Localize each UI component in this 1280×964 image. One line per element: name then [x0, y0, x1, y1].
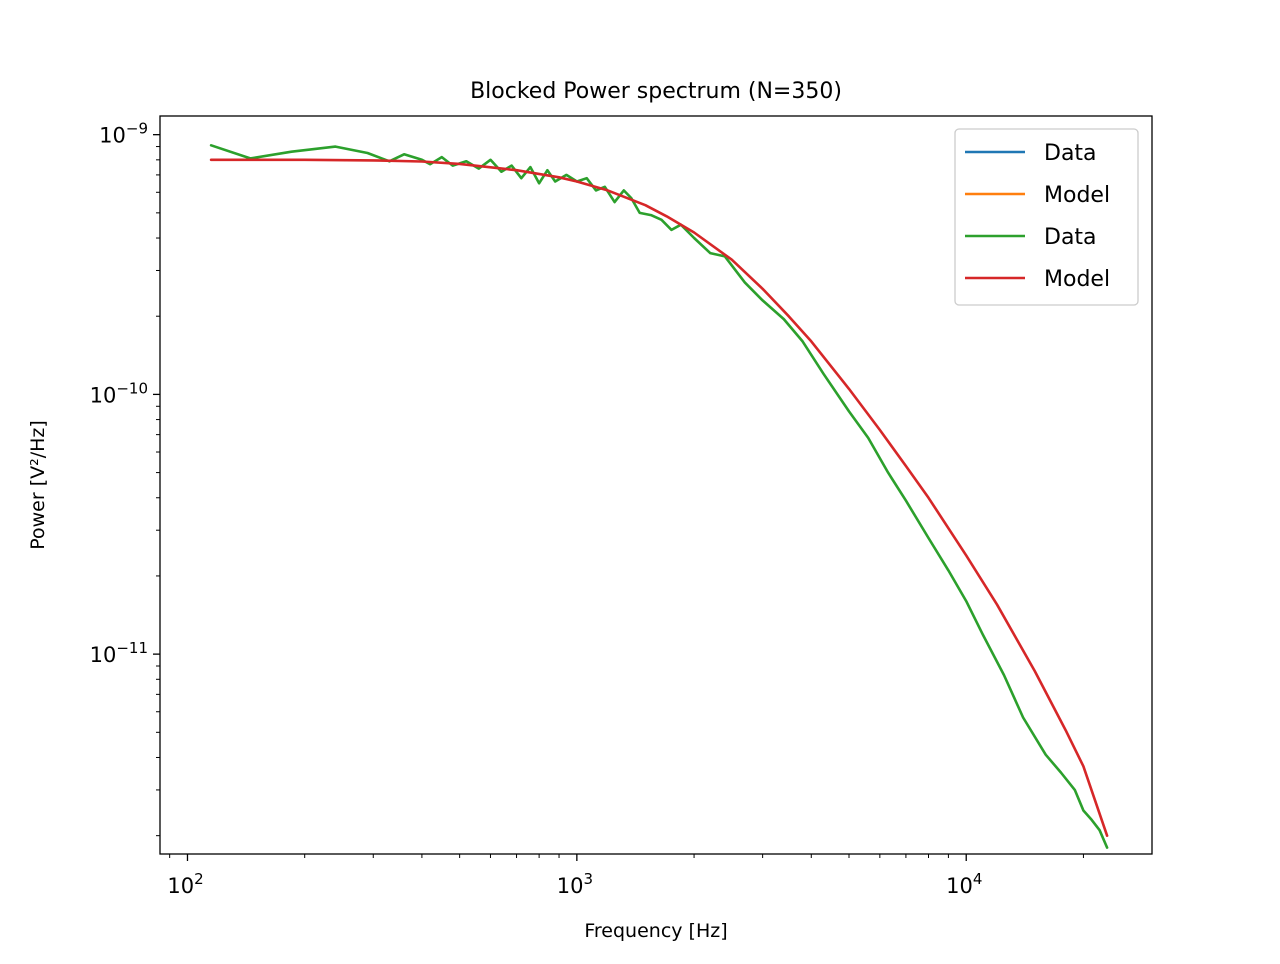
y-axis-label: Power [V²/Hz]	[27, 420, 49, 550]
y-tick-label: 10−11	[90, 639, 148, 667]
y-tick-label: 10−9	[99, 120, 148, 148]
y-axis-ticks: 10−9 10−10 10−11	[90, 120, 160, 837]
x-axis-label: Frequency [Hz]	[584, 920, 727, 942]
legend: Data Model Data Model	[954, 128, 1139, 306]
legend-label-2: Data	[1044, 225, 1097, 250]
series-line-3-model	[209, 158, 1109, 838]
legend-label-0: Data	[1044, 141, 1097, 166]
x-axis-ticks: 102 103 104	[167, 854, 1084, 898]
legend-entries: Data Model Data Model	[965, 141, 1110, 292]
legend-label-3: Model	[1044, 267, 1110, 292]
legend-box	[954, 128, 1139, 306]
plot-lines	[209, 144, 1109, 849]
x-tick-label: 102	[167, 870, 203, 898]
legend-label-1: Model	[1044, 183, 1110, 208]
y-tick-label: 10−10	[90, 379, 148, 407]
chart-title: Blocked Power spectrum (N=350)	[470, 79, 842, 104]
plot-frame	[159, 115, 1153, 855]
x-tick-label: 104	[946, 870, 982, 898]
x-tick-label: 103	[557, 870, 593, 898]
